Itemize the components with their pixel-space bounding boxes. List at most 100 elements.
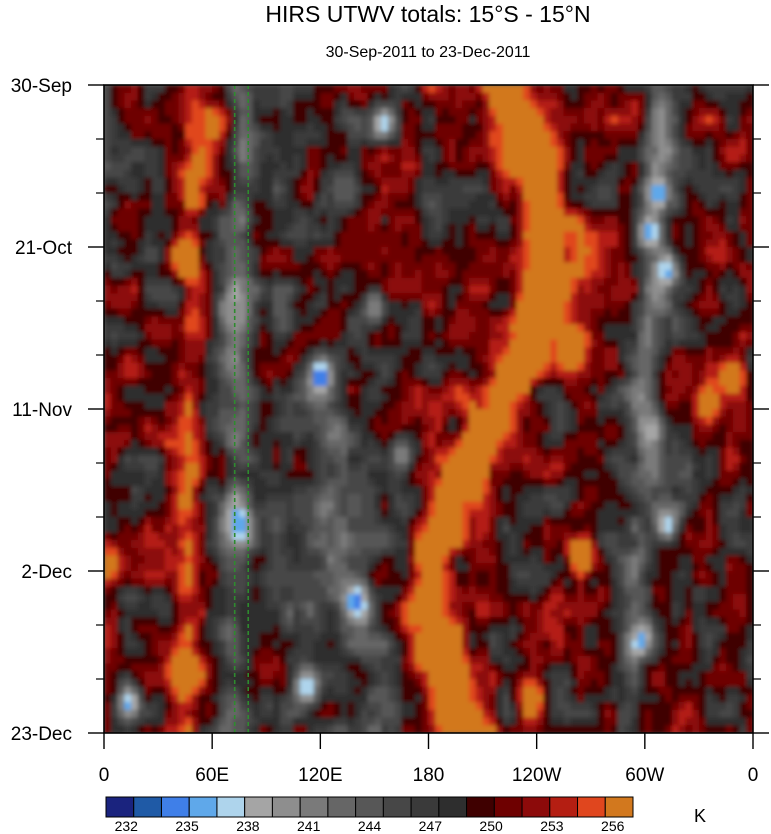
heatmap-cell	[617, 478, 626, 488]
heatmap-cell	[543, 301, 552, 310]
heatmap-cell	[198, 455, 207, 464]
heatmap-cell	[313, 432, 322, 441]
heatmap-cell	[536, 301, 545, 310]
heatmap-cell	[570, 285, 579, 295]
heatmap-cell	[536, 131, 545, 140]
heatmap-cell	[543, 455, 552, 464]
heatmap-cell	[719, 447, 727, 457]
heatmap-cell	[651, 455, 660, 464]
heatmap-cell	[590, 447, 599, 457]
heatmap-cell	[725, 293, 734, 302]
heatmap-cell	[583, 146, 592, 156]
heatmap-cell	[732, 239, 741, 248]
heatmap-cell	[178, 324, 187, 333]
heatmap-cell	[110, 455, 119, 464]
heatmap-cell	[611, 100, 619, 110]
heatmap-cell	[360, 231, 369, 241]
heatmap-cell	[665, 146, 673, 156]
heatmap-cell	[347, 293, 356, 302]
heatmap-cell	[509, 432, 518, 441]
heatmap-cell	[631, 185, 639, 194]
heatmap-cell	[286, 385, 295, 395]
heatmap-cell	[644, 439, 653, 449]
heatmap-cell	[442, 146, 450, 156]
heatmap-cell	[577, 169, 585, 179]
heatmap-cell	[306, 339, 315, 349]
heatmap-cell	[178, 470, 187, 480]
heatmap-cell	[421, 193, 430, 202]
heatmap-cell	[320, 285, 328, 295]
heatmap-cell	[435, 285, 443, 295]
heatmap-cell	[678, 154, 687, 164]
heatmap-cell	[739, 439, 748, 449]
heatmap-cell	[712, 146, 721, 156]
heatmap-cell	[185, 301, 193, 310]
heatmap-cell	[293, 339, 301, 349]
heatmap-cell	[340, 131, 349, 140]
heatmap-cell	[692, 409, 700, 418]
heatmap-cell	[124, 169, 132, 179]
heatmap-cell	[245, 293, 254, 302]
heatmap-cell	[340, 100, 349, 110]
heatmap-cell	[144, 393, 153, 403]
heatmap-cell	[509, 131, 518, 140]
heatmap-cell	[685, 370, 694, 380]
heatmap-cell	[658, 239, 667, 248]
heatmap-cell	[306, 401, 315, 410]
heatmap-cell	[354, 115, 362, 125]
heatmap-cell	[671, 409, 680, 418]
heatmap-cell	[414, 285, 423, 295]
heatmap-cell	[577, 409, 585, 418]
heatmap-cell	[158, 316, 166, 326]
heatmap-cell	[617, 247, 626, 256]
heatmap-cell	[387, 301, 396, 310]
heatmap-cell	[110, 308, 119, 318]
heatmap-cell	[563, 92, 572, 102]
heatmap-cell	[617, 185, 626, 194]
heatmap-cell	[273, 401, 281, 410]
heatmap-cell	[266, 331, 274, 341]
heatmap-cell	[327, 439, 335, 449]
heatmap-cell	[435, 208, 443, 218]
heatmap-cell	[719, 409, 727, 418]
heatmap-cell	[252, 162, 261, 171]
heatmap-cell	[320, 85, 328, 94]
heatmap-cell	[732, 331, 741, 341]
heatmap-cell	[252, 200, 261, 210]
heatmap-cell	[705, 385, 714, 395]
heatmap-cell	[631, 193, 639, 202]
heatmap-cell	[340, 470, 349, 480]
heatmap-cell	[543, 146, 552, 156]
heatmap-cell	[300, 409, 308, 418]
heatmap-cell	[482, 239, 491, 248]
heatmap-cell	[374, 108, 383, 117]
heatmap-cell	[354, 208, 362, 218]
heatmap-cell	[685, 154, 694, 164]
heatmap-cell	[705, 424, 714, 434]
heatmap-cell	[117, 463, 126, 472]
heatmap-cell	[124, 393, 132, 403]
heatmap-cell	[523, 455, 531, 464]
heatmap-cell	[360, 193, 369, 202]
heatmap-cell	[164, 223, 173, 233]
heatmap-cell	[651, 92, 660, 102]
heatmap-cell	[104, 208, 112, 218]
heatmap-cell	[502, 355, 511, 364]
heatmap-cell	[624, 231, 633, 241]
heatmap-cell	[590, 362, 599, 372]
heatmap-cell	[232, 401, 241, 410]
heatmap-cell	[577, 185, 585, 194]
heatmap-cell	[604, 362, 612, 372]
heatmap-cell	[347, 362, 356, 372]
heatmap-cell	[144, 331, 153, 341]
heatmap-cell	[286, 239, 295, 248]
heatmap-cell	[245, 131, 254, 140]
heatmap-cell	[739, 463, 748, 472]
heatmap-cell	[678, 277, 687, 287]
heatmap-cell	[692, 108, 700, 117]
heatmap-cell	[536, 185, 545, 194]
heatmap-cell	[692, 401, 700, 410]
heatmap-cell	[617, 370, 626, 380]
heatmap-cell	[421, 463, 430, 472]
heatmap-cell	[658, 200, 667, 210]
